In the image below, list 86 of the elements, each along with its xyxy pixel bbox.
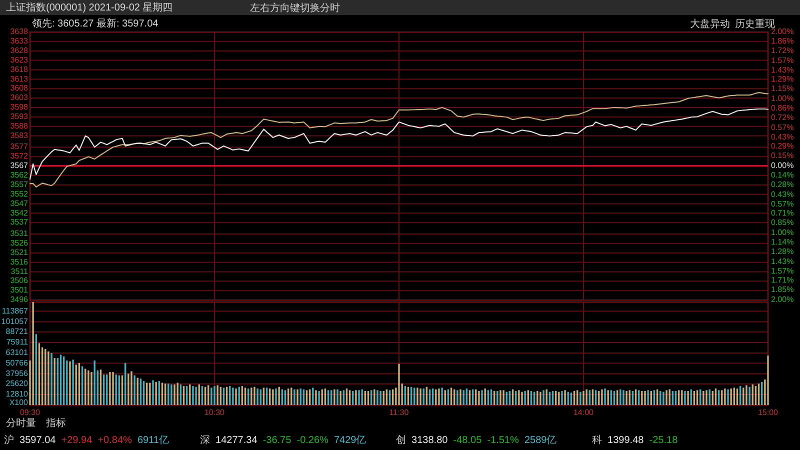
y-tick-label: 3567 [10,161,29,170]
y-tick-label: 3506 [10,276,29,286]
y-tick-label: 3588 [10,121,29,130]
y2-tick-label: 1.43% [771,256,794,266]
x-tick-label: 15:00 [758,408,779,418]
y-tick-label: 3628 [10,46,29,55]
y-tick-label: 3557 [10,180,29,189]
y2-tick-label: 1.43% [771,65,794,74]
y2-tick-label: 0.15% [771,151,794,160]
x-tick-label: 10:30 [204,408,226,418]
y2-tick-label: 1.28% [771,246,794,256]
text: 沪 3597.04 +29.94 +0.84% 6911亿 [4,434,169,446]
y2-tick-label: 0.28% [771,180,794,189]
y2-tick-label: 0.86% [771,103,794,112]
y-tick-label: 12810 [6,390,29,399]
y-axis-title: X100 [9,398,29,408]
y-tick-label: 3537 [10,218,29,227]
chart-title: 上证指数(000001) 2021-09-02 星期四 [6,2,173,14]
y2-tick-label: 0.57% [771,122,794,132]
x-tick-label: 09:30 [20,408,41,418]
y-tick-label: 3613 [10,74,29,84]
text: 分时量 [6,416,36,429]
y-tick-label: 50766 [6,358,29,368]
y2-tick-label: 1.15% [771,84,794,94]
y2-tick-label: 1.00% [771,228,794,238]
y-tick-label: 3496 [10,295,29,304]
y2-tick-label: 1.85% [771,285,794,294]
y-tick-label: 3598 [10,102,29,112]
y-tick-label: 3593 [10,112,29,122]
y2-tick-label: 1.86% [771,36,794,46]
y-tick-label: 3552 [10,189,29,198]
y-tick-label: 3577 [10,142,29,152]
line-series [29,92,769,188]
y2-tick-label: 0.43% [771,190,794,199]
y-tick-label: 3623 [10,55,29,64]
y-tick-label: 113867 [2,306,29,316]
y-tick-label: 25620 [6,379,29,388]
y2-tick-label: 0.57% [771,199,794,208]
y-tick-label: 3511 [10,266,29,276]
y-tick-label: 37956 [6,368,29,378]
y2-tick-label: 0.85% [771,218,794,228]
y2-tick-label: 1.00% [771,94,794,104]
y-tick-label: 3633 [10,36,29,46]
y2-tick-label: 0.71% [771,208,794,218]
y-tick-label: 3638 [10,27,29,36]
y-tick-label: 3521 [10,248,29,257]
y-tick-label: 3542 [10,208,29,218]
y-tick-label: 3562 [10,170,29,180]
text: 创 3138.80 -48.05 -1.51% 2589亿 [396,434,557,446]
y2-tick-label: 1.14% [771,237,794,246]
y-tick-label: 63101 [6,348,29,358]
text: 左右方向键切换分时 [250,2,340,14]
text: 大盘异动 [690,18,730,30]
y-tick-label: 75911 [6,338,29,347]
text: 历史重现 [735,18,775,30]
y-tick-label: 3608 [10,84,29,93]
y-tick-label: 3572 [10,152,29,161]
y-tick-label: 3618 [10,64,29,74]
y2-tick-label: 0.72% [771,112,794,122]
y2-tick-label: 0.29% [771,142,794,151]
y2-tick-label: 0.14% [771,170,794,180]
x-tick-label: 11:30 [389,408,410,418]
y-tick-label: 101057 [1,316,29,326]
y-tick-label: 3516 [10,257,29,266]
y-tick-label: 3583 [10,130,29,140]
y2-tick-label: 2.00% [771,295,794,304]
y2-tick-label: 0.00% [771,161,794,170]
text: 深 14277.34 -36.75 -0.26% 7429亿 [200,434,366,446]
y-tick-label: 3547 [10,198,29,208]
x-tick-label: 14:00 [573,408,594,418]
y2-tick-label: 0.43% [771,132,794,142]
y2-tick-label: 1.57% [771,56,794,65]
y2-tick-label: 2.00% [771,27,794,36]
text: 科 1399.48 -25.18 [592,434,678,446]
y-tick-label: 3603 [10,93,29,102]
text: 指标 [45,416,66,429]
y2-tick-label: 1.29% [771,74,794,84]
y2-tick-label: 1.71% [771,276,794,285]
y-tick-label: 3501 [10,286,29,295]
y2-tick-label: 1.57% [771,266,794,276]
line-series [29,108,769,180]
y-tick-label: 3531 [10,229,29,238]
chart-subtitle: 领先: 3605.27 最新: 3597.04 [32,18,159,30]
y2-tick-label: 1.72% [771,46,794,55]
y-tick-label: 3526 [10,238,29,248]
y-tick-label: 88721 [6,327,29,336]
